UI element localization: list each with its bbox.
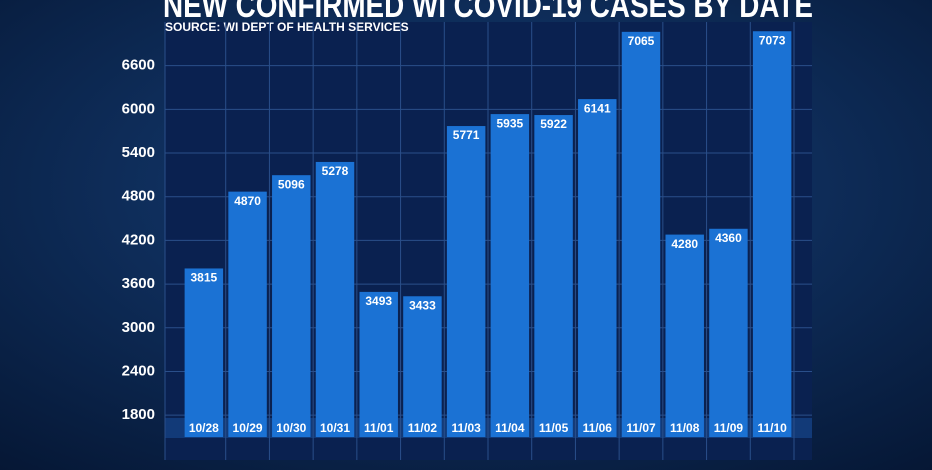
bar xyxy=(534,115,573,438)
x-tick-label: 11/08 xyxy=(670,421,700,435)
bar xyxy=(272,175,311,437)
bar xyxy=(359,291,398,437)
y-tick-label: 4200 xyxy=(122,231,155,248)
x-tick-label: 11/04 xyxy=(495,421,525,435)
value-label: 5278 xyxy=(322,164,349,178)
x-tick-label: 11/10 xyxy=(757,421,787,435)
value-label: 4870 xyxy=(234,194,261,208)
x-tick-label: 10/28 xyxy=(189,421,219,435)
x-tick-label: 10/29 xyxy=(233,421,263,435)
value-label: 7065 xyxy=(628,34,655,48)
bar xyxy=(578,99,617,437)
bar xyxy=(315,161,355,437)
x-tick-label: 11/07 xyxy=(626,421,656,435)
bar xyxy=(446,126,486,437)
value-label: 6141 xyxy=(584,101,611,115)
y-tick-label: 6000 xyxy=(122,100,155,117)
value-label: 7073 xyxy=(759,33,786,47)
value-label: 5771 xyxy=(453,128,480,142)
y-tick-label: 6600 xyxy=(122,57,155,74)
bar xyxy=(621,31,661,437)
value-label: 3815 xyxy=(191,271,218,285)
value-label: 4280 xyxy=(671,237,698,251)
x-tick-label: 11/06 xyxy=(583,421,613,435)
value-label: 5096 xyxy=(278,177,305,191)
y-tick-label: 5400 xyxy=(122,144,155,161)
chart-subtitle: SOURCE: WI DEPT OF HEALTH SERVICES xyxy=(165,20,409,34)
value-label: 4360 xyxy=(715,231,742,245)
bar xyxy=(403,296,442,437)
x-tick-label: 10/30 xyxy=(276,421,306,435)
chart-title: NEW CONFIRMED WI COVID-19 CASES BY DATE xyxy=(163,0,813,25)
x-tick-label: 11/03 xyxy=(451,421,481,435)
value-label: 5922 xyxy=(540,117,567,131)
x-tick-label: 11/09 xyxy=(714,421,744,435)
y-tick-label: 3600 xyxy=(122,275,155,292)
y-tick-label: 1800 xyxy=(122,406,155,423)
x-tick-label: 11/05 xyxy=(539,421,569,435)
bar xyxy=(490,114,530,437)
bar xyxy=(752,31,792,437)
x-tick-label: 11/02 xyxy=(408,421,438,435)
bar xyxy=(184,268,224,437)
value-label: 3433 xyxy=(409,298,436,312)
bar xyxy=(709,228,748,437)
x-tick-label: 11/01 xyxy=(364,421,394,435)
x-tick-label: 10/31 xyxy=(320,421,350,435)
y-tick-label: 2400 xyxy=(122,362,155,379)
value-label: 5935 xyxy=(497,116,524,130)
bar xyxy=(665,234,704,437)
y-tick-label: 4800 xyxy=(122,188,155,205)
bar xyxy=(228,191,267,437)
y-tick-label: 3000 xyxy=(122,319,155,336)
value-label: 3493 xyxy=(365,294,392,308)
